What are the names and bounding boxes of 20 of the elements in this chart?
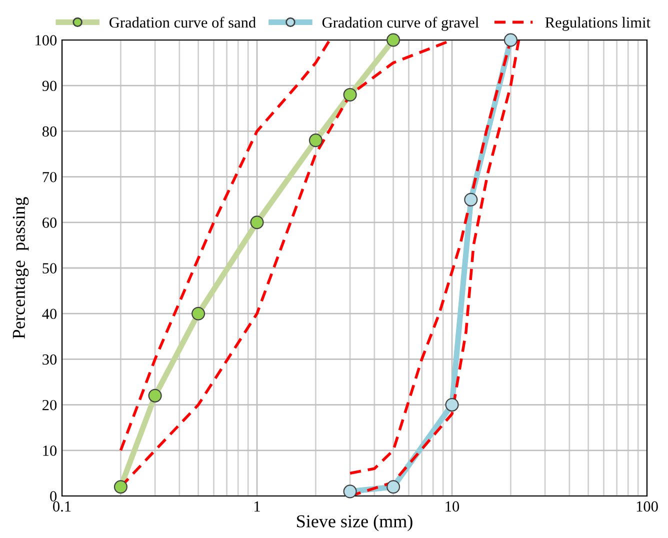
y-tick-label: 90 — [42, 80, 57, 92]
x-tick-label: 10 — [446, 501, 460, 512]
y-tick-label: 0 — [50, 491, 57, 502]
y-tick-label: 80 — [42, 126, 57, 137]
legend-label: Gradation curve of gravel — [322, 16, 479, 31]
y-axis-title: Percentage passing — [12, 197, 29, 339]
x-tick-label: 0.1 — [53, 501, 71, 512]
y-tick-label: 50 — [42, 263, 57, 274]
y-tick-label: 70 — [42, 172, 57, 182]
legend-label: Gradation curve of sand — [110, 16, 256, 28]
x-axis-title: Sieve size (mm) — [297, 514, 412, 532]
y-tick-label: 20 — [42, 400, 57, 410]
y-tick-label: 10 — [43, 446, 57, 456]
x-tick-label: 1 — [254, 501, 260, 512]
y-tick-label: 40 — [42, 308, 57, 320]
y-tick-label: 30 — [42, 354, 57, 365]
legend-label: Regulations limit — [545, 16, 650, 31]
y-tick-label: 100 — [36, 35, 57, 46]
x-tick-label: 100 — [636, 501, 658, 512]
y-tick-label: 60 — [42, 218, 57, 228]
